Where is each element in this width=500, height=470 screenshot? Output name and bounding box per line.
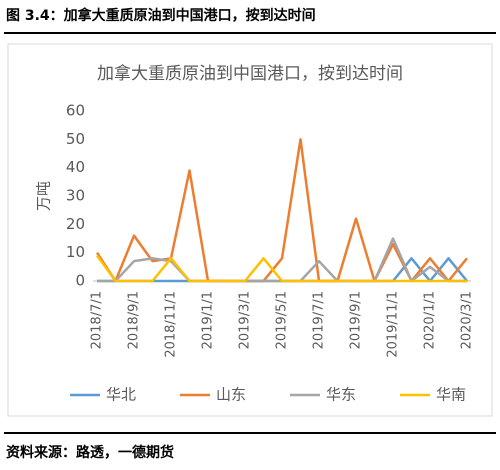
legend-label: 华北 [106, 386, 136, 404]
legend-label: 华东 [326, 386, 356, 404]
x-tick-label: 2019/5/1 [275, 291, 290, 349]
y-axis-label: 万吨 [35, 181, 53, 211]
y-tick-label: 40 [66, 158, 85, 176]
legend-label: 华南 [436, 386, 466, 404]
legend-label: 山东 [216, 386, 246, 404]
header-title: 图 3.4：加拿大重质原油到中国港口，按到达时间 [6, 7, 316, 24]
x-tick-label: 2018/11/1 [164, 291, 179, 358]
series-line [95, 254, 467, 283]
chart-frame [7, 43, 493, 417]
x-tick-label: 2018/9/1 [127, 291, 142, 349]
x-tick-label: 2020/1/1 [423, 291, 438, 349]
x-tick-label: 2018/7/1 [90, 291, 105, 349]
y-tick-label: 60 [66, 102, 85, 120]
x-tick-label: 2019/9/1 [349, 291, 364, 349]
x-tick-label: 2019/7/1 [312, 291, 327, 349]
x-tick-label: 2019/3/1 [238, 291, 253, 349]
y-tick-label: 50 [66, 130, 85, 148]
footer-source: 资料来源：路透，一德期货 [6, 444, 174, 461]
x-tick-label: 2019/1/1 [201, 291, 216, 349]
y-tick-label: 0 [75, 272, 85, 290]
x-tick-label: 2020/3/1 [460, 291, 475, 349]
y-tick-label: 20 [66, 215, 85, 233]
y-tick-label: 30 [66, 187, 85, 205]
chart-title: 加拿大重质原油到中国港口，按到达时间 [97, 63, 403, 84]
x-tick-label: 2019/11/1 [386, 291, 401, 358]
y-tick-label: 10 [66, 243, 85, 261]
